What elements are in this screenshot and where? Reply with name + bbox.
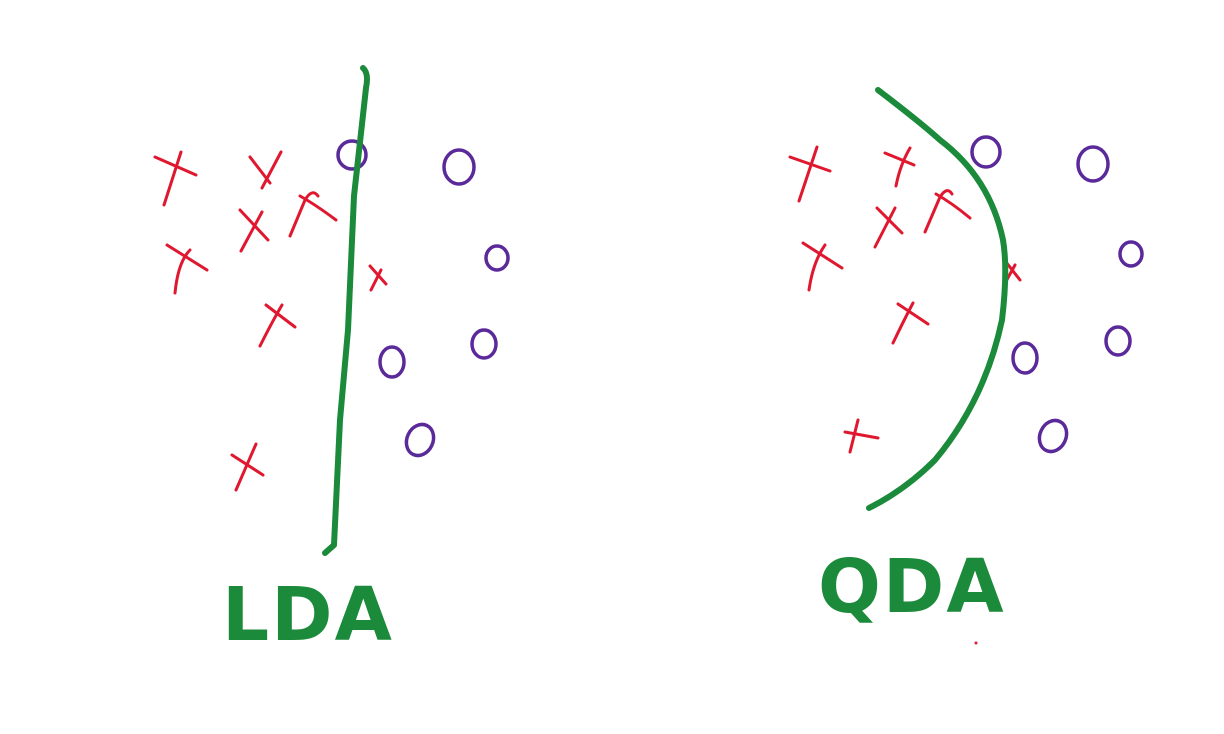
lda-class-o-point: [378, 345, 406, 379]
qda-label: QDA: [818, 544, 1006, 630]
lda-class-x-point: [238, 208, 270, 253]
qda-class-o-point: [1118, 240, 1144, 268]
lda-class-x-point: [258, 303, 297, 348]
lda-class-x-point: [153, 150, 198, 207]
qda-class-x-point: [923, 189, 972, 234]
qda-class-x-point: [788, 145, 832, 203]
lda-class-o-point: [404, 422, 436, 458]
qda-class-o-point: [1037, 418, 1069, 454]
lda-class-o-point: [484, 244, 510, 272]
qda-class-x-point: [883, 146, 916, 188]
lda-class-x-point: [165, 243, 209, 295]
qda-class-o-point: [1076, 145, 1110, 183]
qda-decision-boundary: [866, 87, 1009, 511]
lda-decision-boundary: [322, 65, 370, 556]
qda-class-x-point: [801, 241, 844, 292]
qda-panel: QDA: [788, 87, 1144, 645]
lda-class-o-point: [442, 148, 476, 186]
stray-dot: [974, 641, 978, 645]
lda-class-x-point: [288, 191, 338, 238]
lda-class-o-point: [336, 139, 368, 171]
qda-class-x-point: [891, 301, 930, 345]
lda-class-x-point: [230, 442, 265, 492]
lda-class-x-point: [248, 150, 283, 190]
lda-class-o-point: [470, 328, 498, 360]
lda-panel: LDA: [153, 65, 510, 658]
qda-class-x-point: [843, 418, 880, 454]
lda-class-x-point: [368, 264, 388, 292]
qda-class-o-point: [1104, 325, 1132, 357]
lda-label: LDA: [222, 572, 394, 658]
qda-class-x-point: [873, 206, 904, 249]
qda-class-o-point: [970, 135, 1002, 169]
qda-class-o-point: [1011, 341, 1039, 375]
